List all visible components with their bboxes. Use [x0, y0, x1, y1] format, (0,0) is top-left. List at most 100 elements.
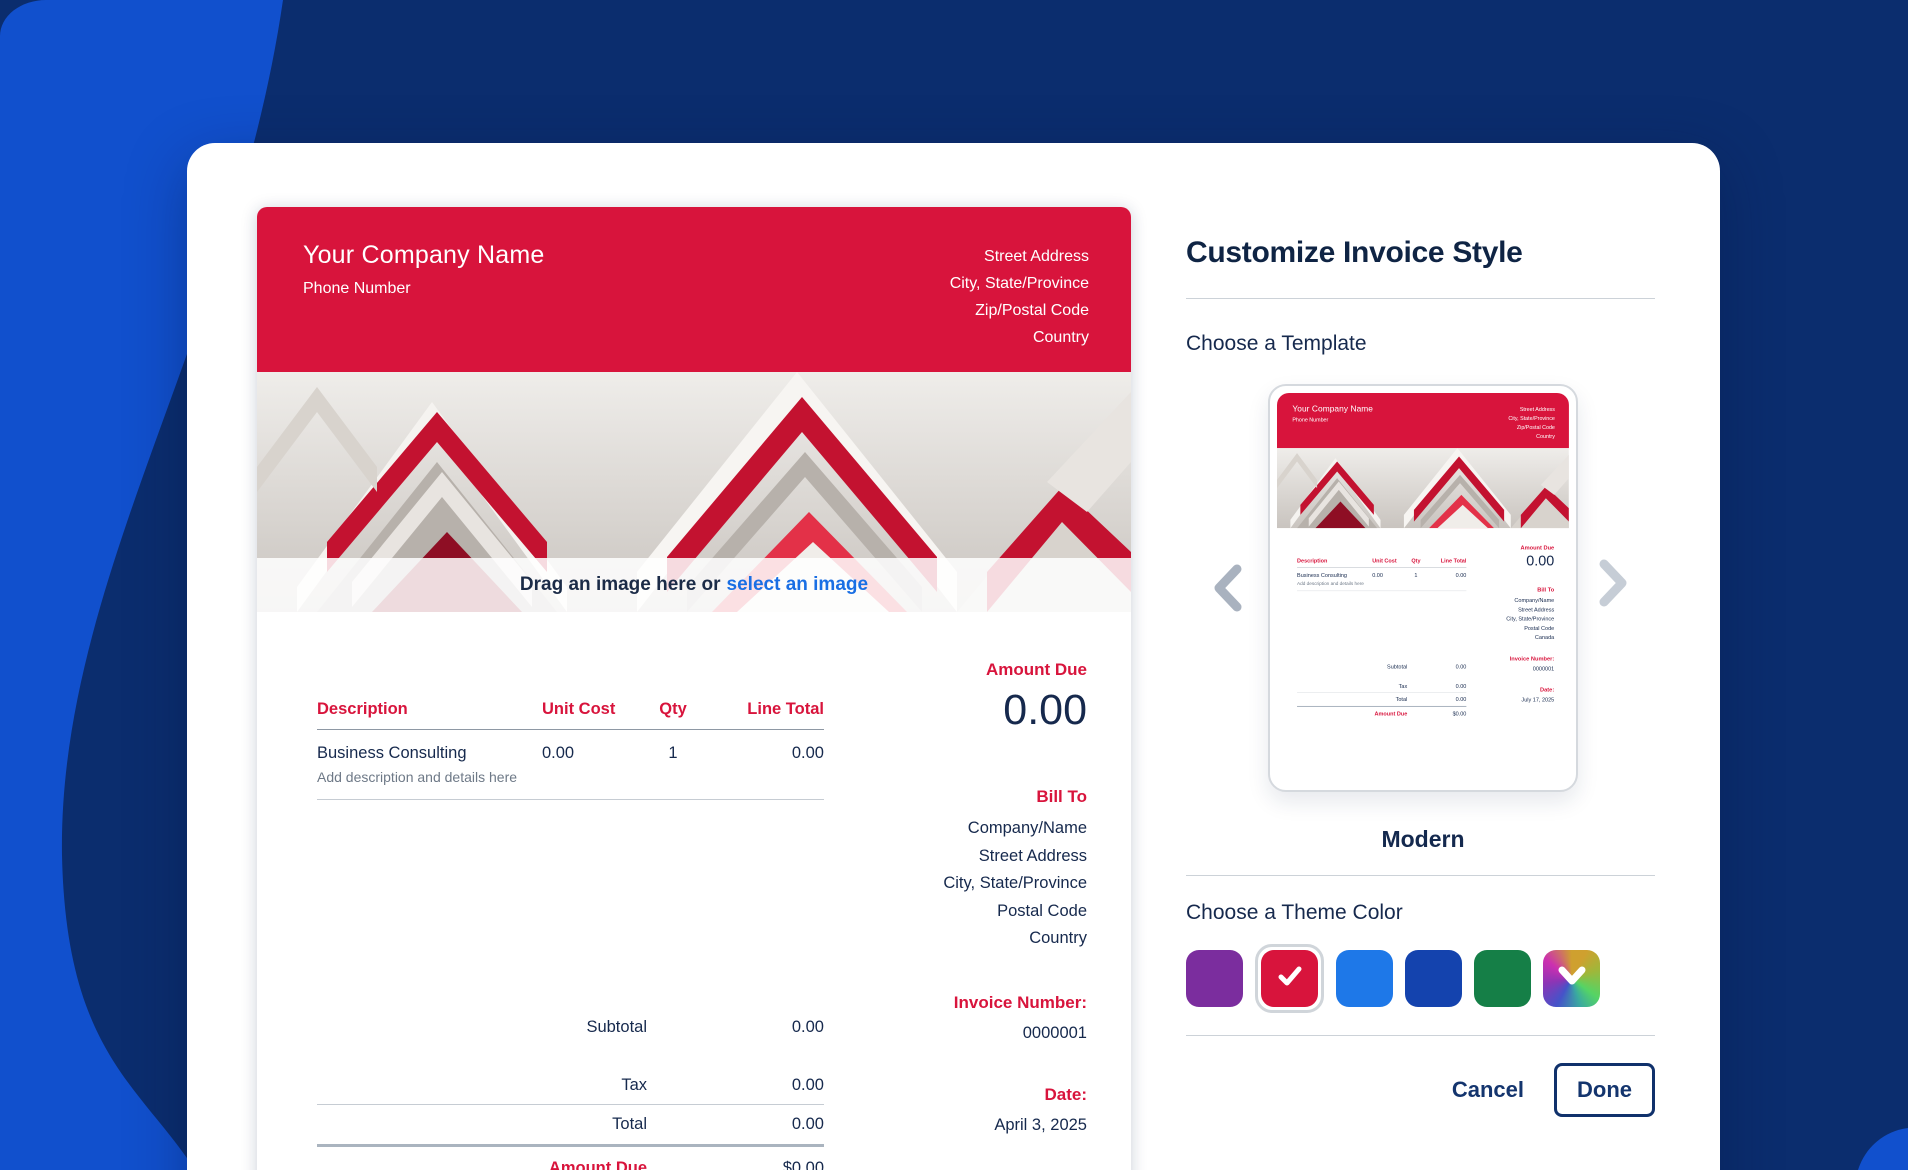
banner-artwork — [1277, 448, 1569, 529]
company-phone: Phone Number — [1292, 417, 1329, 424]
bill-to-heading: Bill To — [1036, 787, 1087, 806]
bill-to-company: Company/Name — [967, 819, 1087, 837]
col-unit-cost: Unit Cost — [1372, 557, 1397, 564]
amount-due-label: Amount Due — [1374, 710, 1408, 717]
line-items-table: Description Unit Cost Qty Line Total Bus… — [317, 700, 824, 1170]
invoice-number-value: 0000001 — [1022, 1023, 1087, 1042]
date-value: July 17, 2025 — [1521, 696, 1555, 703]
done-button[interactable]: Done — [1554, 1063, 1655, 1117]
bill-to-address: Company/Name Street Address City, State/… — [787, 815, 1087, 953]
drag-text: Drag an image here or — [519, 574, 721, 595]
date-label: Date: — [1044, 1084, 1087, 1104]
subtotal-value: 0.00 — [791, 1018, 824, 1036]
color-swatch-crimson-selected[interactable] — [1261, 949, 1318, 1007]
tax-value: 0.00 — [1455, 683, 1467, 690]
company-block: Your Company Name Phone Number — [303, 241, 545, 372]
color-swatch-blue[interactable] — [1336, 949, 1393, 1007]
company-name: Your Company Name — [1292, 404, 1374, 414]
amount-due-row: Amount Due $0.00 — [317, 1147, 824, 1170]
total-value: 0.00 — [1455, 696, 1467, 703]
cancel-button[interactable]: Cancel — [1451, 1077, 1524, 1102]
bill-to-city: City, State/Province — [943, 874, 1087, 892]
amount-due-value: $0.00 — [1452, 710, 1467, 717]
select-image-link[interactable]: select an image — [726, 574, 869, 595]
invoice-doc: Your Company Name Phone Number Street Ad… — [1277, 393, 1569, 783]
date-value: April 3, 2025 — [994, 1115, 1087, 1134]
item-line-total: 0.00 — [791, 744, 824, 762]
tax-row: Tax 0.00 — [317, 1076, 824, 1105]
color-swatch-green[interactable] — [1474, 949, 1531, 1007]
invoice-banner-image: Drag an image here or select an image — [257, 372, 1131, 612]
theme-color-swatches — [1186, 943, 1600, 1013]
totals-section: Subtotal 0.00 Tax 0.00 Total 0.00 Amount… — [1297, 664, 1467, 717]
customize-panel: Customize Invoice Style Choose a Templat… — [1186, 143, 1655, 1170]
item-unit-cost: 0.00 — [542, 744, 575, 762]
tax-label: Tax — [621, 1076, 647, 1094]
color-swatch-custom[interactable] — [1543, 949, 1600, 1007]
item-qty: 1 — [668, 744, 678, 762]
amount-due-row: Amount Due $0.00 — [1297, 707, 1467, 717]
invoice-doc: Your Company Name Phone Number Street Ad… — [257, 207, 1131, 1170]
item-details: Add description and details here — [317, 769, 518, 785]
modal-actions: Cancel Done — [1452, 1063, 1655, 1117]
item-cell: Business Consulting Add description and … — [317, 744, 542, 785]
col-line-total: Line Total — [1440, 557, 1467, 564]
template-section-label: Choose a Template — [1186, 332, 1367, 355]
bill-to-company: Company/Name — [1514, 597, 1555, 604]
item-cell: Business Consulting Add description and … — [1297, 572, 1372, 586]
company-phone: Phone Number — [303, 280, 411, 297]
color-swatch-dark-blue[interactable] — [1405, 949, 1462, 1007]
totals-section: Subtotal 0.00 Tax 0.00 Total 0.00 Amount… — [317, 1018, 824, 1170]
amount-due-heading: Amount Due — [1520, 544, 1555, 551]
company-city: City, State/Province — [1508, 415, 1555, 422]
company-address: Street Address City, State/Province Zip/… — [950, 243, 1089, 372]
invoice-summary-column: Amount Due 0.00 Bill To Company/Name Str… — [787, 660, 1087, 1135]
company-zip: Zip/Postal Code — [1516, 424, 1555, 431]
item-qty: 1 — [1414, 572, 1418, 579]
image-drop-zone[interactable]: Drag an image here or select an image — [257, 558, 1131, 612]
company-zip: Zip/Postal Code — [975, 302, 1089, 319]
amount-due-label: Amount Due — [548, 1159, 647, 1170]
col-description: Description — [317, 700, 408, 718]
total-label: Total — [1395, 696, 1408, 703]
chevron-down-icon — [1557, 965, 1587, 992]
bill-to-country: Country — [1029, 929, 1087, 947]
amount-due-big: 0.00 — [1526, 552, 1555, 570]
selected-swatch-ring — [1255, 943, 1324, 1013]
company-address: Street Address City, State/Province Zip/… — [1508, 405, 1555, 448]
invoice-preview-mount: Your Company Name Phone Number Street Ad… — [257, 207, 1131, 1170]
invoice-banner-image — [1277, 448, 1569, 529]
amount-due-value: $0.00 — [782, 1159, 824, 1170]
bill-to-heading: Bill To — [1537, 586, 1555, 594]
invoice-number-label: Invoice Number: — [1509, 655, 1555, 662]
panel-title: Customize Invoice Style — [1186, 236, 1523, 269]
col-unit-cost: Unit Cost — [542, 700, 616, 718]
template-name: Modern — [1381, 826, 1465, 852]
item-description: Business Consulting — [1297, 572, 1347, 579]
subtotal-label: Subtotal — [586, 1018, 647, 1036]
col-qty: Qty — [1411, 557, 1421, 564]
previous-template-button[interactable] — [1213, 564, 1243, 612]
line-items-table: Description Unit Cost Qty Line Total Bus… — [1297, 557, 1467, 718]
table-header-row: Description Unit Cost Qty Line Total — [317, 700, 824, 730]
bill-to-city: City, State/Province — [1506, 615, 1555, 622]
amount-due-heading: Amount Due — [985, 660, 1087, 679]
color-swatch-purple[interactable] — [1186, 949, 1243, 1007]
invoice-summary-column: Amount Due 0.00 Bill To Company/Name Str… — [1454, 544, 1554, 702]
subtotal-row: Subtotal 0.00 — [1297, 664, 1466, 671]
company-country: Country — [1032, 329, 1089, 346]
invoice-number-label: Invoice Number: — [953, 992, 1087, 1012]
col-line-total: Line Total — [747, 700, 824, 718]
next-template-button[interactable] — [1598, 559, 1628, 607]
col-qty: Qty — [659, 700, 687, 718]
bill-to-postal: Postal Code — [997, 901, 1087, 920]
table-row: Business Consulting Add description and … — [317, 730, 824, 800]
template-thumbnail-modern[interactable]: Your Company Name Phone Number Street Ad… — [1268, 384, 1578, 792]
invoice-body: Description Unit Cost Qty Line Total Bus… — [257, 612, 1131, 1170]
subtotal-row: Subtotal 0.00 — [317, 1018, 824, 1038]
chevron-right-icon — [1598, 559, 1628, 607]
col-description: Description — [1297, 557, 1328, 564]
bill-to-country: Canada — [1534, 634, 1555, 641]
total-label: Total — [612, 1115, 647, 1133]
invoice-header: Your Company Name Phone Number Street Ad… — [257, 207, 1131, 372]
